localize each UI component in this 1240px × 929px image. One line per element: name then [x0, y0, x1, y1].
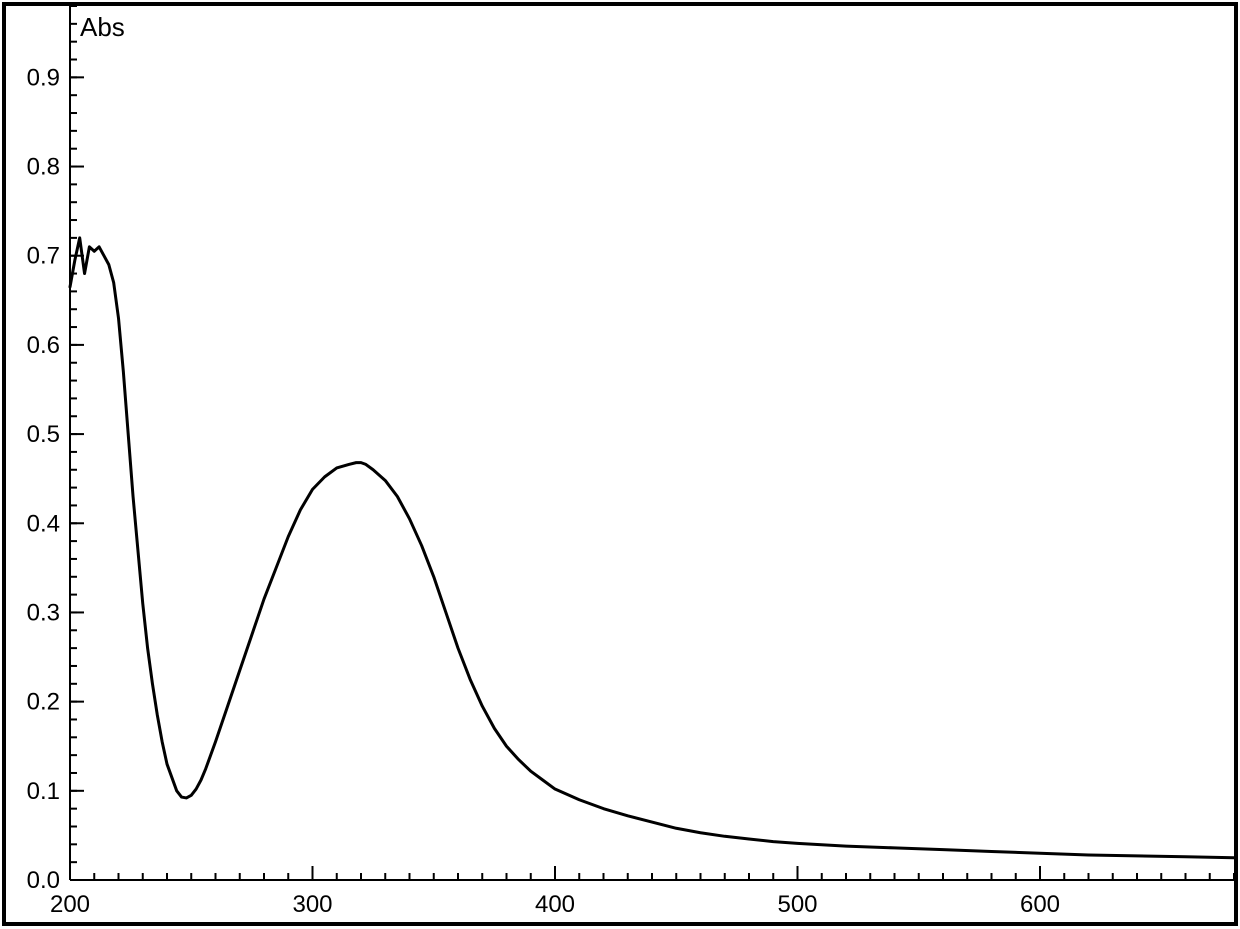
y-tick-label: 0.9	[27, 64, 60, 91]
chart-svg: 200 300 400 500 600 0.0 0.1 0.2 0.3 0.4 0.5 0.6 0.7 0…	[0, 0, 1240, 929]
x-tick-label: 400	[535, 891, 575, 918]
x-tick-label: 300	[292, 891, 332, 918]
y-tick-label: 0.7	[27, 243, 60, 270]
spectrum-chart: 200 300 400 500 600 0.0 0.1 0.2 0.3 0.4 0.5 0.6 0.7 0…	[0, 0, 1240, 929]
x-tick-label: 500	[777, 891, 817, 918]
y-tick-label: 0.2	[27, 689, 60, 716]
y-tick-label: 0.8	[27, 154, 60, 181]
x-tick-label: 600	[1020, 891, 1060, 918]
y-tick-label: 0.4	[27, 510, 60, 537]
x-tick-label: 200	[50, 891, 90, 918]
y-tick-label: 0.5	[27, 421, 60, 448]
y-tick-label: 0.0	[27, 867, 60, 894]
y-tick-label: 0.3	[27, 599, 60, 626]
y-tick-label: 0.6	[27, 332, 60, 359]
y-axis-title: Abs	[80, 12, 125, 42]
y-tick-label: 0.1	[27, 778, 60, 805]
